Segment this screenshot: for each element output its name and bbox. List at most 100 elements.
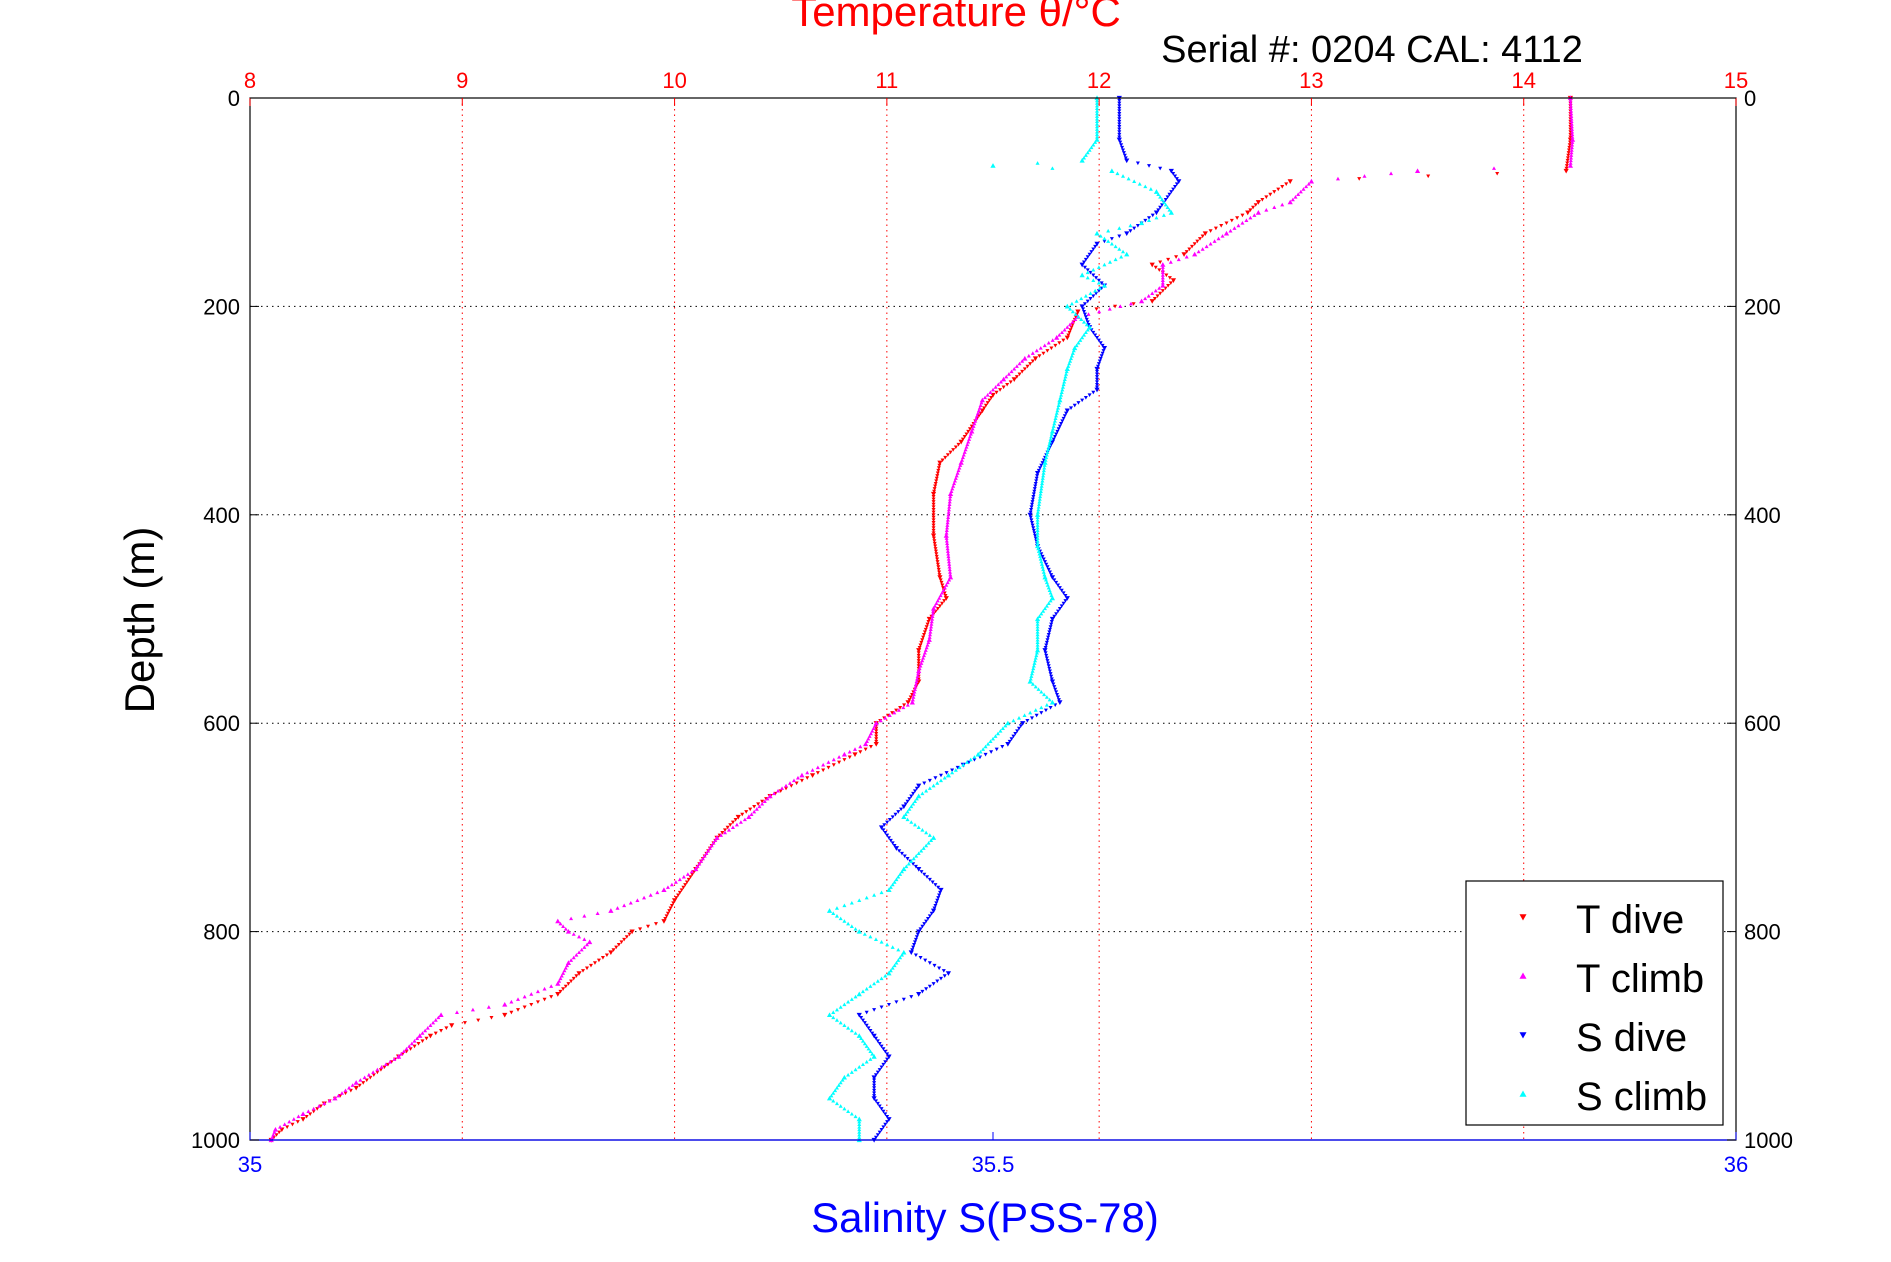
data-point: [1124, 158, 1130, 164]
data-point: [1030, 521, 1035, 525]
data-point: [1032, 661, 1037, 665]
data-point: [933, 883, 938, 887]
data-point: [870, 729, 875, 733]
data-point: [1020, 369, 1025, 374]
data-point: [555, 981, 561, 986]
data-point: [901, 866, 907, 872]
data-point: [282, 1122, 287, 1126]
data-point: [1059, 330, 1064, 335]
data-point: [1117, 101, 1122, 106]
data-point: [576, 971, 582, 976]
data-point: [444, 1026, 449, 1030]
data-point: [1095, 375, 1100, 379]
data-point: [1088, 291, 1093, 295]
data-point: [1171, 187, 1176, 192]
data-point: [1064, 408, 1070, 414]
data-point: [1064, 366, 1070, 371]
data-point: [415, 1036, 420, 1041]
data-point: [899, 851, 904, 856]
data-point: [1094, 230, 1100, 236]
data-point: [622, 937, 627, 942]
data-point: [760, 799, 765, 804]
data-point: [933, 484, 938, 489]
data-point: [661, 887, 667, 892]
data-point: [870, 1052, 875, 1056]
data-point: [1039, 705, 1044, 710]
data-point: [939, 580, 944, 585]
data-point: [684, 880, 689, 885]
data-point: [1096, 265, 1101, 269]
data-point: [972, 755, 977, 759]
data-point: [1062, 379, 1067, 384]
data-point: [1153, 189, 1160, 194]
data-point: [401, 1049, 406, 1054]
data-point: [936, 466, 941, 470]
data-point: [608, 908, 614, 913]
data-point: [945, 544, 950, 548]
data-point: [1013, 732, 1018, 736]
data-point: [677, 890, 682, 895]
data-point: [931, 531, 936, 536]
data-point: [981, 747, 986, 751]
data-point: [1095, 135, 1100, 139]
data-point: [1143, 218, 1148, 223]
data-point: [1036, 504, 1041, 509]
data-point: [957, 765, 962, 770]
data-point: [946, 551, 951, 556]
data-point: [1123, 156, 1128, 160]
data-point: [929, 838, 934, 843]
data-point: [831, 763, 836, 767]
data-point: [805, 776, 810, 780]
data-point: [1202, 231, 1208, 237]
data-point: [1569, 137, 1576, 142]
data-point: [1109, 168, 1115, 174]
data-point: [831, 1010, 836, 1014]
data-point: [1026, 353, 1031, 358]
data-point: [1045, 349, 1050, 353]
data-point: [665, 911, 670, 916]
data-point: [653, 922, 658, 926]
data-point: [454, 1010, 459, 1014]
data-point: [697, 861, 702, 866]
data-point: [958, 460, 964, 465]
data-point: [934, 552, 939, 556]
data-point: [922, 922, 927, 926]
data-point: [953, 476, 958, 480]
data-point: [831, 757, 836, 762]
data-point: [924, 919, 929, 924]
data-point: [829, 1093, 834, 1098]
data-point: [1168, 260, 1173, 264]
data-point: [1087, 252, 1092, 257]
data-point: [1027, 678, 1033, 684]
data-point: [1079, 317, 1084, 322]
data-point: [978, 403, 983, 407]
data-point: [1095, 109, 1100, 113]
data-point: [926, 616, 932, 622]
data-point: [1082, 260, 1087, 265]
data-point: [860, 1018, 865, 1023]
data-point: [996, 382, 1001, 387]
data-point: [1089, 145, 1094, 150]
data-point: [868, 1049, 873, 1054]
data-point: [1044, 603, 1049, 608]
data-point: [972, 421, 977, 426]
data-point: [866, 1046, 871, 1051]
data-point: [1167, 276, 1172, 280]
data-point: [1094, 276, 1099, 280]
data-point: [912, 687, 917, 691]
data-point: [922, 781, 927, 786]
data-point: [1153, 210, 1160, 216]
data-point: [1034, 647, 1041, 653]
data-point: [742, 817, 747, 822]
data-point: [274, 1133, 279, 1137]
data-point: [842, 903, 847, 908]
data-point: [1067, 361, 1072, 366]
data-point: [963, 447, 968, 452]
data-point: [918, 643, 923, 648]
data-point: [883, 1049, 888, 1054]
data-point: [961, 452, 966, 457]
data-point: [1095, 369, 1100, 374]
data-point: [1033, 484, 1038, 489]
data-point: [905, 809, 910, 814]
data-point: [1158, 291, 1163, 296]
